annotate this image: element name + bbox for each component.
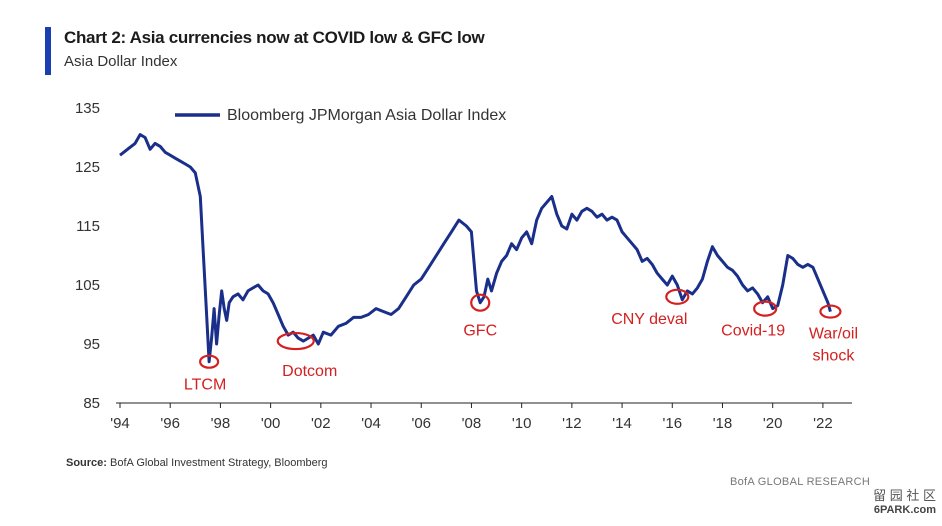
x-tick-label: '98 — [211, 415, 231, 432]
annotation-marker — [470, 293, 491, 312]
y-tick-label: 85 — [83, 395, 100, 412]
y-tick-label: 105 — [75, 277, 100, 294]
x-tick-label: '04 — [361, 415, 381, 432]
y-axis: 85 95 105 115 125 135 — [75, 100, 100, 412]
legend: Bloomberg JPMorgan Asia Dollar Index — [175, 107, 506, 124]
watermark: 留 园 社 区 6PARK.com — [826, 488, 936, 518]
x-tick-label: '00 — [261, 415, 281, 432]
x-tick-label: '20 — [763, 415, 783, 432]
watermark-top: 留 园 社 区 — [873, 488, 936, 503]
annotation-marker — [199, 354, 220, 369]
source-text: BofA Global Investment Strategy, Bloombe… — [110, 457, 328, 469]
x-tick-label: '22 — [813, 415, 833, 432]
annotation-label: War/oil shock — [809, 326, 858, 365]
annotation-label: LTCM — [184, 377, 226, 394]
x-tick-label: '02 — [311, 415, 331, 432]
x-tick-label: '10 — [512, 415, 532, 432]
y-tick-label: 95 — [83, 336, 100, 353]
annotation-label: CNY deval — [611, 311, 687, 328]
y-tick-label: 125 — [75, 159, 100, 176]
annotation-marker — [753, 300, 778, 317]
watermark-bottom: 6PARK.com — [873, 504, 936, 516]
annotation-marker — [665, 288, 690, 305]
chart-title: Chart 2: Asia currencies now at COVID lo… — [64, 28, 485, 47]
source-label: Source: — [66, 457, 107, 469]
x-tick-label: '08 — [462, 415, 482, 432]
annotation-marker — [276, 331, 315, 351]
brand-footer: BofA GLOBAL RESEARCH — [730, 476, 871, 488]
y-tick-label: 115 — [76, 218, 100, 235]
x-axis: '94 '96 '98 '00 '02 '04 '06 '08 '10 '12 '14 '16 '18 '… — [110, 402, 852, 432]
x-tick-label: '94 — [110, 415, 130, 432]
annotation-marker — [819, 304, 842, 319]
annotation-label: GFC — [463, 323, 497, 340]
source-note: Source: BofA Global Investment Strategy,… — [66, 457, 328, 469]
x-tick-label: '96 — [160, 415, 180, 432]
x-tick-label: '18 — [713, 415, 733, 432]
annotation-label: Covid-19 — [721, 323, 785, 340]
x-tick-label: '16 — [662, 415, 682, 432]
chart-subtitle: Asia Dollar Index — [64, 53, 178, 70]
x-tick-label: '06 — [411, 415, 431, 432]
x-tick-label: '14 — [612, 415, 632, 432]
x-tick-label: '12 — [562, 415, 582, 432]
y-tick-label: 135 — [75, 100, 100, 117]
annotations-layer: LTCM Dotcom GFC CNY deval Covid-19 War/oil sho… — [184, 288, 858, 394]
title-accent-bar — [45, 27, 51, 75]
annotation-label: Dotcom — [282, 363, 337, 380]
series-layer — [119, 133, 832, 364]
series-line — [119, 133, 832, 364]
legend-label: Bloomberg JPMorgan Asia Dollar Index — [227, 107, 506, 124]
